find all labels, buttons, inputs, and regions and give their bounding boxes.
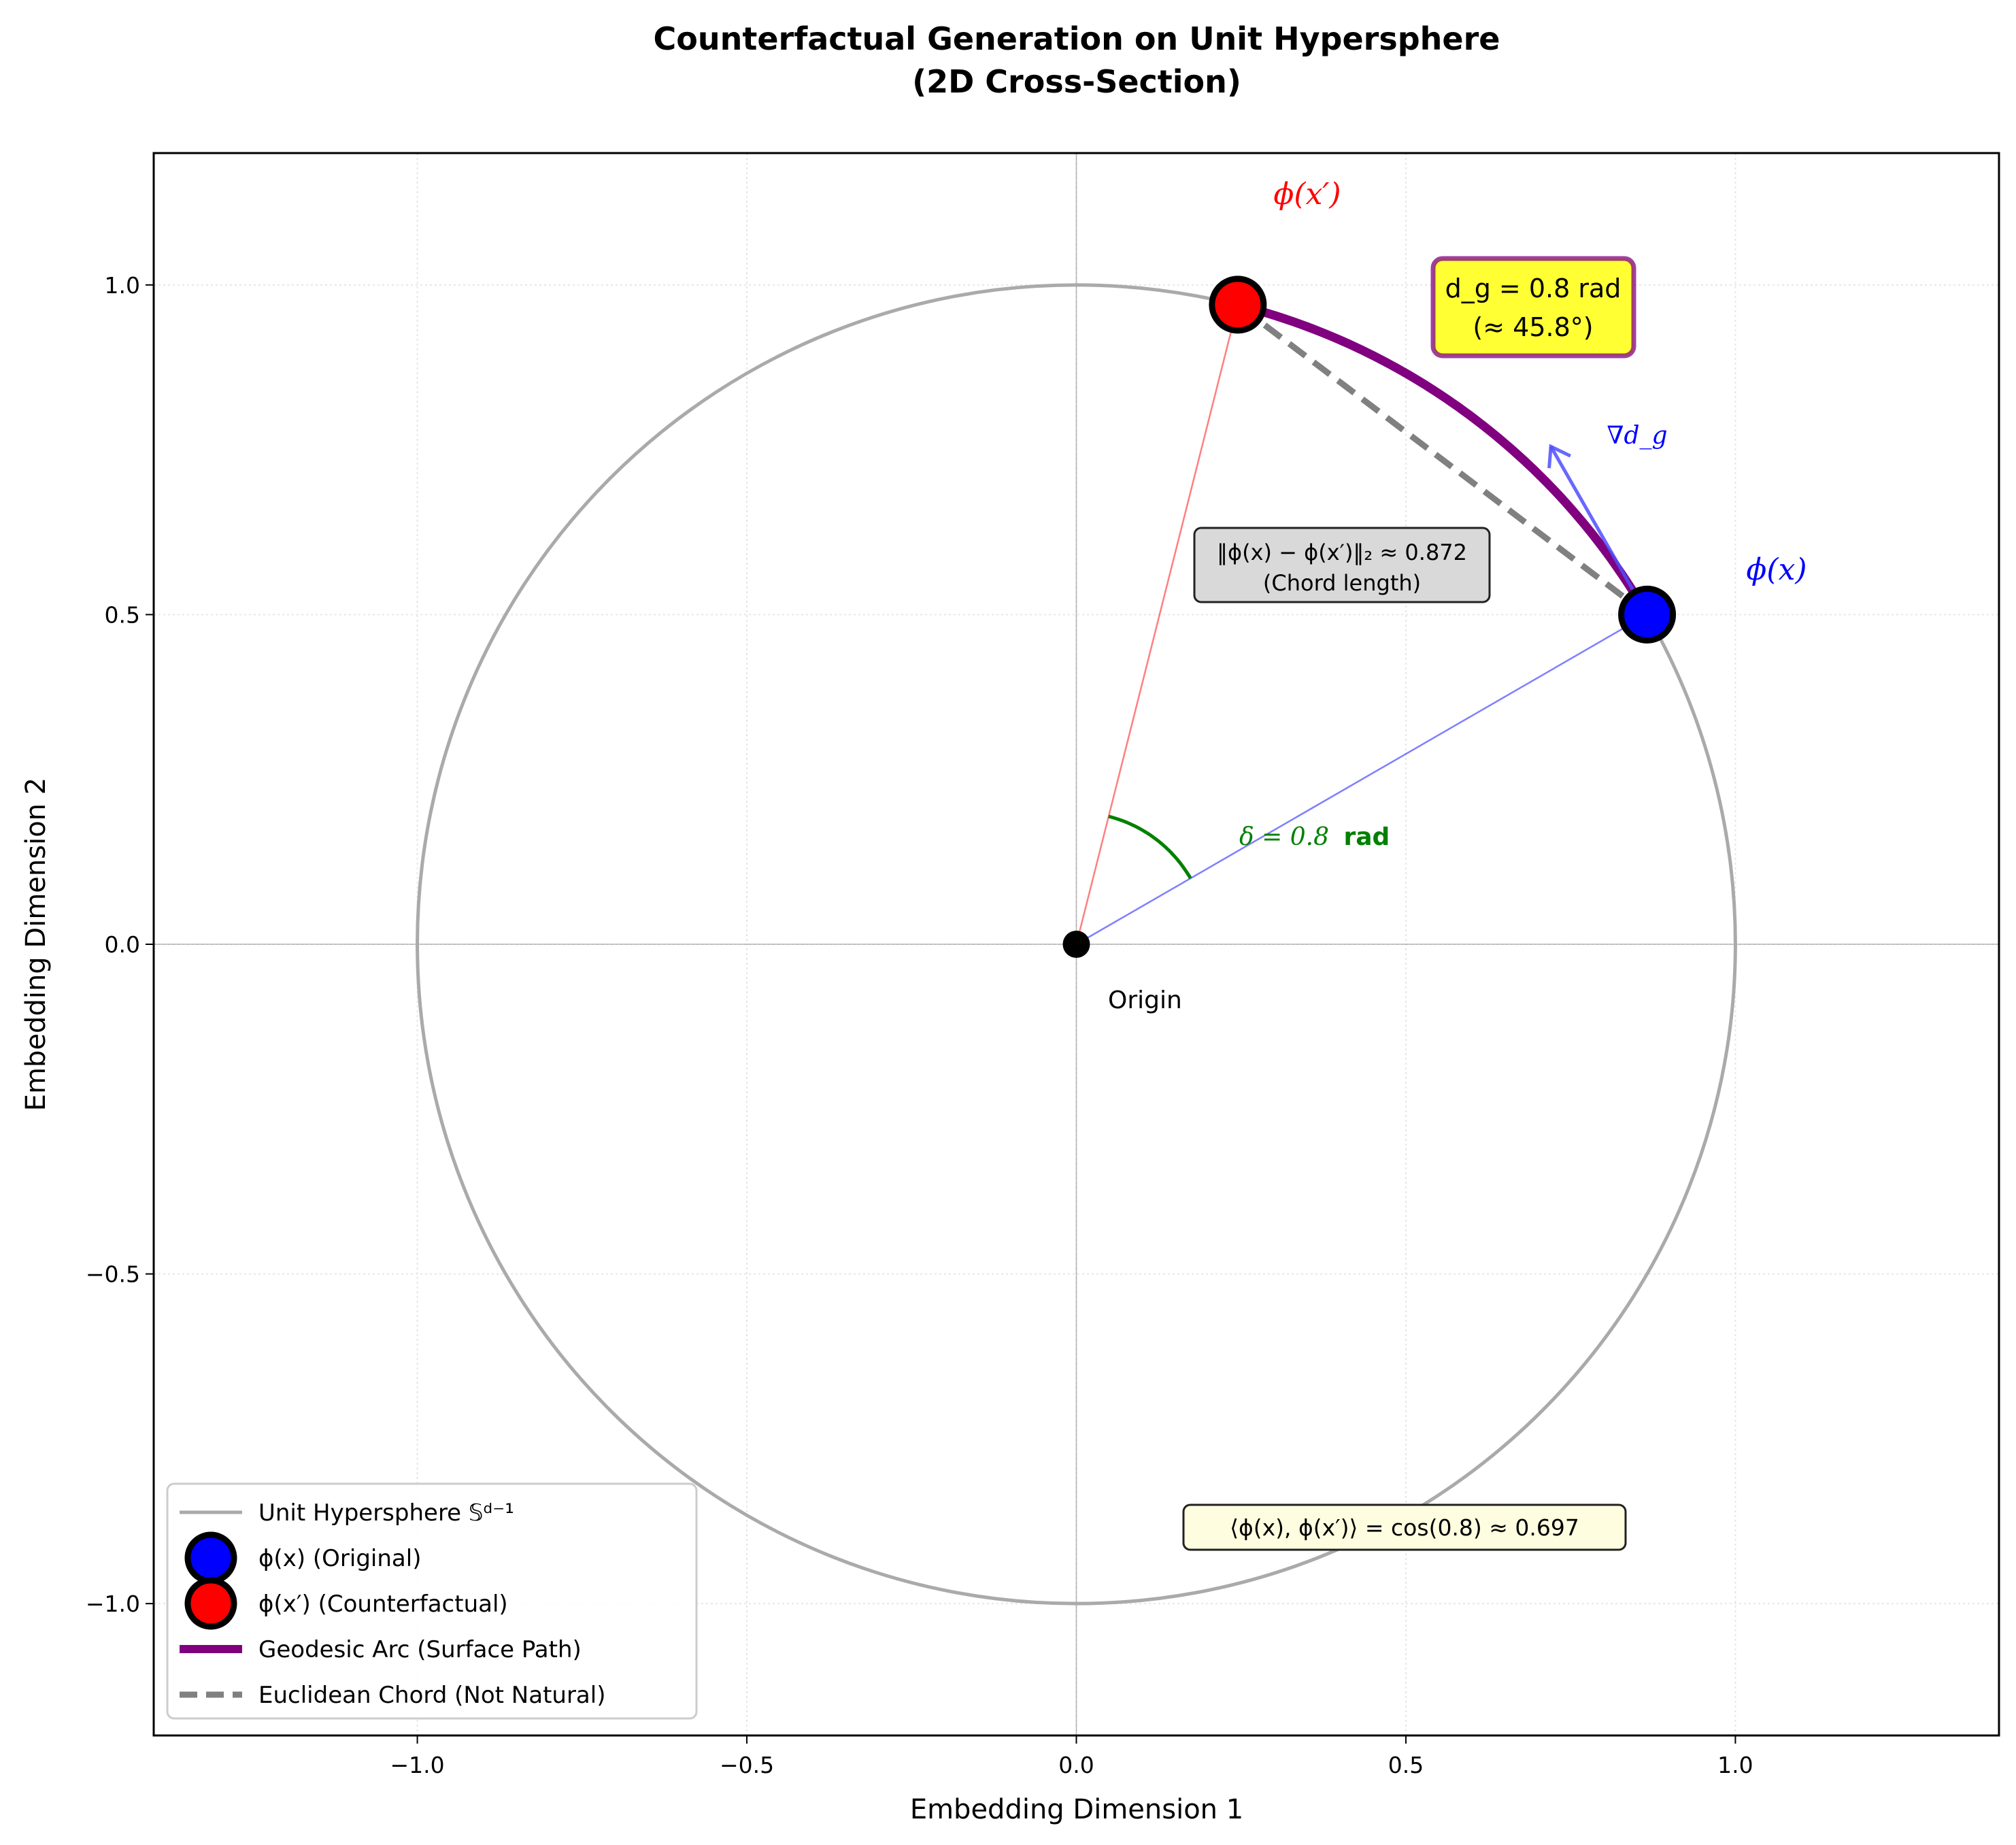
y-ticks: −1.0 −0.5 0.0 0.5 1.0 — [86, 272, 154, 1617]
y-tick-label-4: 1.0 — [105, 272, 140, 299]
x-tick-label-4: 1.0 — [1717, 1752, 1753, 1778]
point-label-counterfactual: ϕ(x′) — [1273, 177, 1341, 212]
legend-label-0: Unit Hypersphere 𝕊ᵈ⁻¹ — [258, 1499, 514, 1527]
legend-box — [166, 1482, 698, 1720]
chord-annotation-line2: (Chord length) — [1263, 570, 1421, 596]
chord-annotation-line1: ‖ϕ(x) − ϕ(x′)‖₂ ≈ 0.872 — [1217, 539, 1467, 565]
legend-label-3: Geodesic Arc (Surface Path) — [258, 1636, 582, 1663]
dg-annotation-line1: d_g = 0.8 rad — [1445, 273, 1622, 303]
delta-angle-arc — [1108, 814, 1192, 880]
legend-label-1: ϕ(x) (Original) — [258, 1545, 421, 1572]
dg-annotation-line2: (≈ 45.8°) — [1473, 312, 1593, 342]
annotations: d_g = 0.8 rad (≈ 45.8°) ‖ϕ(x) − ϕ(x′)‖₂ … — [1108, 177, 1807, 1551]
origin-label: Origin — [1108, 986, 1182, 1014]
legend-label-4: Euclidean Chord (Not Natural) — [258, 1682, 605, 1709]
chart-title-line2: (2D Cross-Section) — [912, 63, 1241, 100]
y-tick-label-0: −1.0 — [86, 1591, 140, 1617]
delta-label: δ = 0.8 rad — [1239, 823, 1390, 851]
x-tick-label-2: 0.0 — [1058, 1752, 1094, 1778]
data-layer — [416, 276, 1737, 1606]
legend-label-2: ϕ(x′) (Counterfactual) — [258, 1591, 508, 1618]
radius-line-counterfactual — [1075, 304, 1239, 945]
point-counterfactual — [1209, 276, 1267, 334]
euclidean-chord — [1236, 302, 1649, 618]
x-axis-label: Embedding Dimension 1 — [910, 1794, 1243, 1825]
legend-swatch-2 — [184, 1577, 237, 1630]
x-tick-label-1: −0.5 — [720, 1752, 774, 1778]
legend-swatch-1 — [184, 1531, 237, 1584]
point-original — [1618, 585, 1677, 644]
x-ticks: −1.0 −0.5 0.0 0.5 1.0 — [390, 1735, 1753, 1778]
chart-title-line1: Counterfactual Generation on Unit Hypers… — [653, 20, 1500, 57]
point-label-original: ϕ(x) — [1746, 552, 1807, 587]
gradient-arrow-head — [1547, 444, 1571, 469]
x-tick-label-3: 0.5 — [1388, 1752, 1424, 1778]
radius-line-original — [1075, 614, 1648, 946]
x-tick-label-0: −1.0 — [390, 1752, 445, 1778]
unit-hypersphere-circle — [416, 283, 1737, 1606]
chord-annotation-box — [1193, 527, 1491, 603]
origin-point — [1062, 931, 1090, 958]
delta-unit: rad — [1343, 823, 1390, 851]
y-tick-label-2: 0.0 — [105, 931, 140, 958]
inner-product-box — [1182, 1503, 1627, 1551]
inner-product-text: ⟨ϕ(x), ϕ(x′)⟩ = cos(0.8) ≈ 0.697 — [1230, 1514, 1579, 1541]
legend: Unit Hypersphere 𝕊ᵈ⁻¹ ϕ(x) (Original) ϕ(x′… — [166, 1482, 698, 1720]
y-axis-label: Embedding Dimension 2 — [20, 778, 52, 1111]
y-tick-label-3: 0.5 — [105, 601, 140, 628]
delta-text: δ = 0.8 — [1239, 823, 1329, 851]
y-tick-label-1: −0.5 — [86, 1261, 140, 1288]
gradient-label: ∇d_g — [1607, 422, 1667, 450]
geodesic-arc — [1236, 301, 1651, 617]
gradient-arrow-shaft — [1549, 446, 1649, 616]
legend-entries: Unit Hypersphere 𝕊ᵈ⁻¹ ϕ(x) (Original) ϕ(x′… — [180, 1499, 605, 1709]
dg-annotation-box — [1430, 256, 1636, 359]
